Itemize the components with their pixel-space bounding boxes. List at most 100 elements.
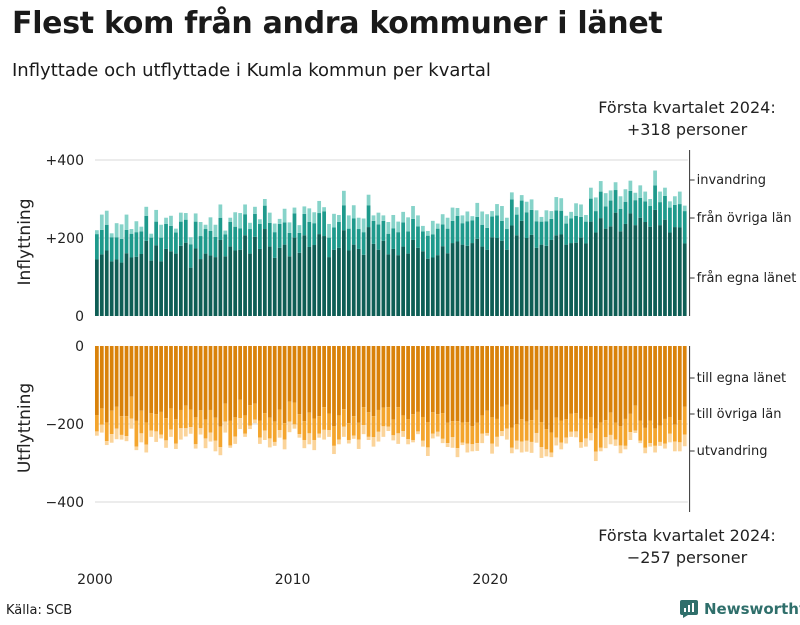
bar-in-0-105 xyxy=(613,212,618,316)
newsworthy-logo-icon xyxy=(680,600,698,618)
bar-out-2-52 xyxy=(351,435,356,439)
bar-in-2-14 xyxy=(164,217,168,224)
series-label-bottom-2: utvandring xyxy=(697,444,768,459)
bar-in-0-118 xyxy=(677,227,682,316)
bar-in-2-67 xyxy=(425,230,430,236)
series-label-bottom-0: till egna länet xyxy=(697,371,787,386)
bar-in-1-110 xyxy=(638,197,643,218)
bar-out-1-43 xyxy=(307,412,312,434)
bar-out-1-85 xyxy=(514,424,519,441)
bar-in-2-107 xyxy=(623,189,628,202)
bar-in-2-10 xyxy=(144,206,149,216)
bar-in-2-8 xyxy=(134,221,139,233)
bar-out-1-99 xyxy=(584,419,588,439)
bar-in-2-69 xyxy=(435,223,440,229)
bar-in-1-37 xyxy=(277,223,282,248)
bar-out-2-38 xyxy=(282,439,287,450)
bar-out-2-99 xyxy=(584,438,588,447)
bar-in-1-24 xyxy=(213,236,218,258)
bar-in-2-44 xyxy=(312,212,317,224)
bar-in-1-55 xyxy=(366,205,371,228)
bar-out-0-96 xyxy=(569,346,573,414)
bar-out-0-115 xyxy=(663,346,667,419)
bar-out-2-76 xyxy=(470,444,475,452)
bar-out-2-28 xyxy=(233,436,238,444)
bar-out-0-117 xyxy=(672,346,677,425)
bar-in-0-21 xyxy=(198,259,203,316)
bar-in-1-4 xyxy=(114,237,119,260)
bar-in-1-27 xyxy=(228,222,233,247)
annotation-top-line1: Första kvartalet 2024: xyxy=(598,98,775,117)
bar-in-0-80 xyxy=(490,237,494,316)
bar-in-2-78 xyxy=(480,211,485,225)
bar-out-2-111 xyxy=(643,447,648,454)
bar-out-2-72 xyxy=(450,437,455,448)
bar-out-1-76 xyxy=(470,426,475,445)
bar-out-2-32 xyxy=(253,419,257,424)
bar-out-0-100 xyxy=(589,346,593,417)
bar-out-1-72 xyxy=(450,421,455,438)
bar-in-1-28 xyxy=(233,226,238,251)
bar-out-0-36 xyxy=(272,346,277,422)
bar-in-2-113 xyxy=(653,170,657,186)
bar-in-2-4 xyxy=(114,223,119,238)
bar-out-2-85 xyxy=(514,440,519,450)
bar-in-1-100 xyxy=(589,198,593,222)
bar-out-2-18 xyxy=(183,428,188,437)
bar-in-1-14 xyxy=(164,223,168,249)
bar-in-0-69 xyxy=(435,255,440,316)
bar-in-0-32 xyxy=(253,236,257,316)
bar-out-1-49 xyxy=(337,415,341,440)
bar-in-0-63 xyxy=(406,253,410,316)
bar-out-0-112 xyxy=(648,346,653,421)
bar-in-1-52 xyxy=(351,218,356,245)
annotation-bottom-line1: Första kvartalet 2024: xyxy=(598,526,775,545)
bar-out-1-21 xyxy=(198,410,203,429)
bar-out-1-57 xyxy=(376,409,381,432)
bar-in-2-108 xyxy=(628,180,633,191)
bar-in-0-58 xyxy=(381,240,386,316)
bar-out-1-19 xyxy=(188,409,193,428)
bar-in-1-78 xyxy=(480,224,485,247)
series-label-top-0: från egna länet xyxy=(697,271,797,286)
bar-in-2-91 xyxy=(544,210,549,222)
bar-in-2-94 xyxy=(559,198,564,211)
bar-out-0-75 xyxy=(465,346,470,423)
bar-out-1-79 xyxy=(485,410,489,433)
bar-in-1-79 xyxy=(485,227,489,250)
bar-in-2-66 xyxy=(421,225,425,232)
bar-in-1-23 xyxy=(208,230,213,256)
bar-out-2-1 xyxy=(99,424,104,433)
bar-in-2-6 xyxy=(124,214,129,230)
bar-in-1-35 xyxy=(267,222,272,247)
bar-out-0-69 xyxy=(435,346,440,415)
bar-in-0-112 xyxy=(648,226,653,316)
bar-in-0-13 xyxy=(159,261,163,316)
bar-in-2-70 xyxy=(440,214,445,225)
bar-in-1-54 xyxy=(361,232,366,255)
bar-out-2-110 xyxy=(638,440,643,444)
bar-out-0-39 xyxy=(287,346,292,402)
bar-in-0-96 xyxy=(569,243,573,316)
y-tick-label-top-0: 0 xyxy=(75,309,84,325)
bar-out-2-90 xyxy=(539,447,544,458)
bar-out-0-84 xyxy=(509,346,514,428)
bar-in-2-98 xyxy=(579,204,583,217)
bar-out-1-81 xyxy=(495,418,499,437)
bar-in-2-52 xyxy=(351,205,356,219)
bar-out-1-24 xyxy=(213,417,218,441)
bar-in-2-32 xyxy=(253,206,257,214)
bar-out-2-21 xyxy=(198,428,203,435)
bar-in-0-66 xyxy=(421,251,425,316)
bar-out-1-25 xyxy=(218,426,223,448)
bar-in-0-90 xyxy=(539,244,544,316)
bar-out-2-46 xyxy=(322,429,326,440)
bar-out-1-89 xyxy=(534,409,539,433)
bar-out-2-66 xyxy=(421,440,425,447)
bar-in-2-81 xyxy=(495,204,499,216)
bar-out-0-32 xyxy=(253,346,257,404)
bar-out-0-44 xyxy=(312,346,317,419)
bar-out-1-62 xyxy=(401,415,406,432)
bar-out-1-61 xyxy=(396,407,401,434)
bar-out-1-20 xyxy=(193,417,198,445)
